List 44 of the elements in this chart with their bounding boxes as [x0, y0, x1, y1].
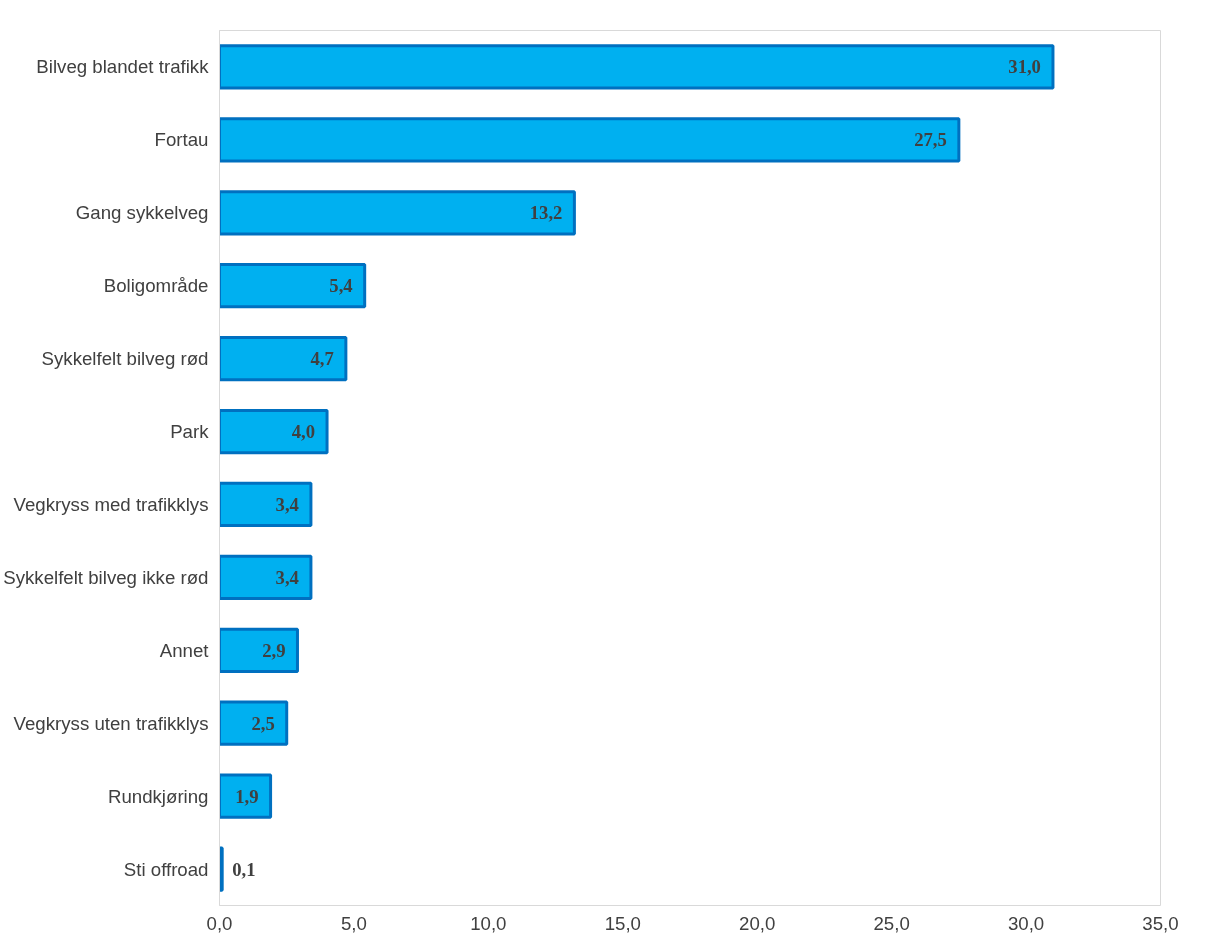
- bar: [219, 627, 299, 673]
- y-tick-label: Fortau: [154, 129, 209, 151]
- y-tick-label: Sti offroad: [123, 858, 209, 880]
- x-tick-label: 10,0: [470, 912, 507, 934]
- bar: [219, 700, 289, 746]
- y-tick-label: Sykkelfelt bilveg ikke rød: [3, 566, 209, 588]
- bar: [219, 190, 576, 236]
- bar: [219, 44, 1055, 90]
- x-tick-label: 15,0: [604, 912, 641, 934]
- data-label: 3,4: [275, 566, 299, 588]
- y-tick-label: Annet: [159, 639, 210, 661]
- x-tick-label: 0,0: [206, 912, 233, 934]
- x-tick-label: 35,0: [1142, 912, 1179, 934]
- x-tick-label: 30,0: [1007, 912, 1045, 934]
- x-tick-label: 20,0: [739, 912, 776, 934]
- y-tick-label: Gang sykkelveg: [75, 202, 209, 224]
- y-tick-label: Rundkjøring: [107, 785, 209, 807]
- x-tick-label: 5,0: [340, 912, 367, 934]
- data-label: 3,4: [275, 493, 299, 515]
- data-label: 2,5: [251, 712, 275, 734]
- y-tick-label: Bilveg blandet trafikk: [36, 56, 210, 78]
- data-label: 1,9: [235, 785, 259, 807]
- bar: [219, 846, 224, 892]
- y-tick-label: Vegkryss med trafikklys: [13, 493, 209, 515]
- y-tick-label: Sykkelfelt bilveg rød: [41, 348, 209, 370]
- bar: [219, 408, 329, 455]
- bar: [219, 773, 273, 819]
- data-label: 13,2: [529, 202, 563, 224]
- bar: [219, 335, 348, 382]
- y-tick-label: Vegkryss uten trafikklys: [13, 712, 209, 734]
- bar: [219, 481, 313, 528]
- data-label: 31,0: [1008, 56, 1041, 78]
- data-label: 4,0: [291, 421, 316, 443]
- y-tick-label: Park: [170, 421, 210, 443]
- x-tick-label: 25,0: [873, 912, 910, 934]
- data-label: 4,7: [310, 348, 334, 370]
- data-label: 0,1: [232, 858, 256, 880]
- bar: [219, 263, 367, 309]
- data-label: 5,4: [329, 275, 353, 297]
- data-label: 2,9: [262, 639, 286, 661]
- data-label: 27,5: [914, 129, 947, 151]
- bar: [219, 117, 961, 163]
- bar: [219, 554, 313, 601]
- y-tick-label: Boligområde: [103, 275, 209, 297]
